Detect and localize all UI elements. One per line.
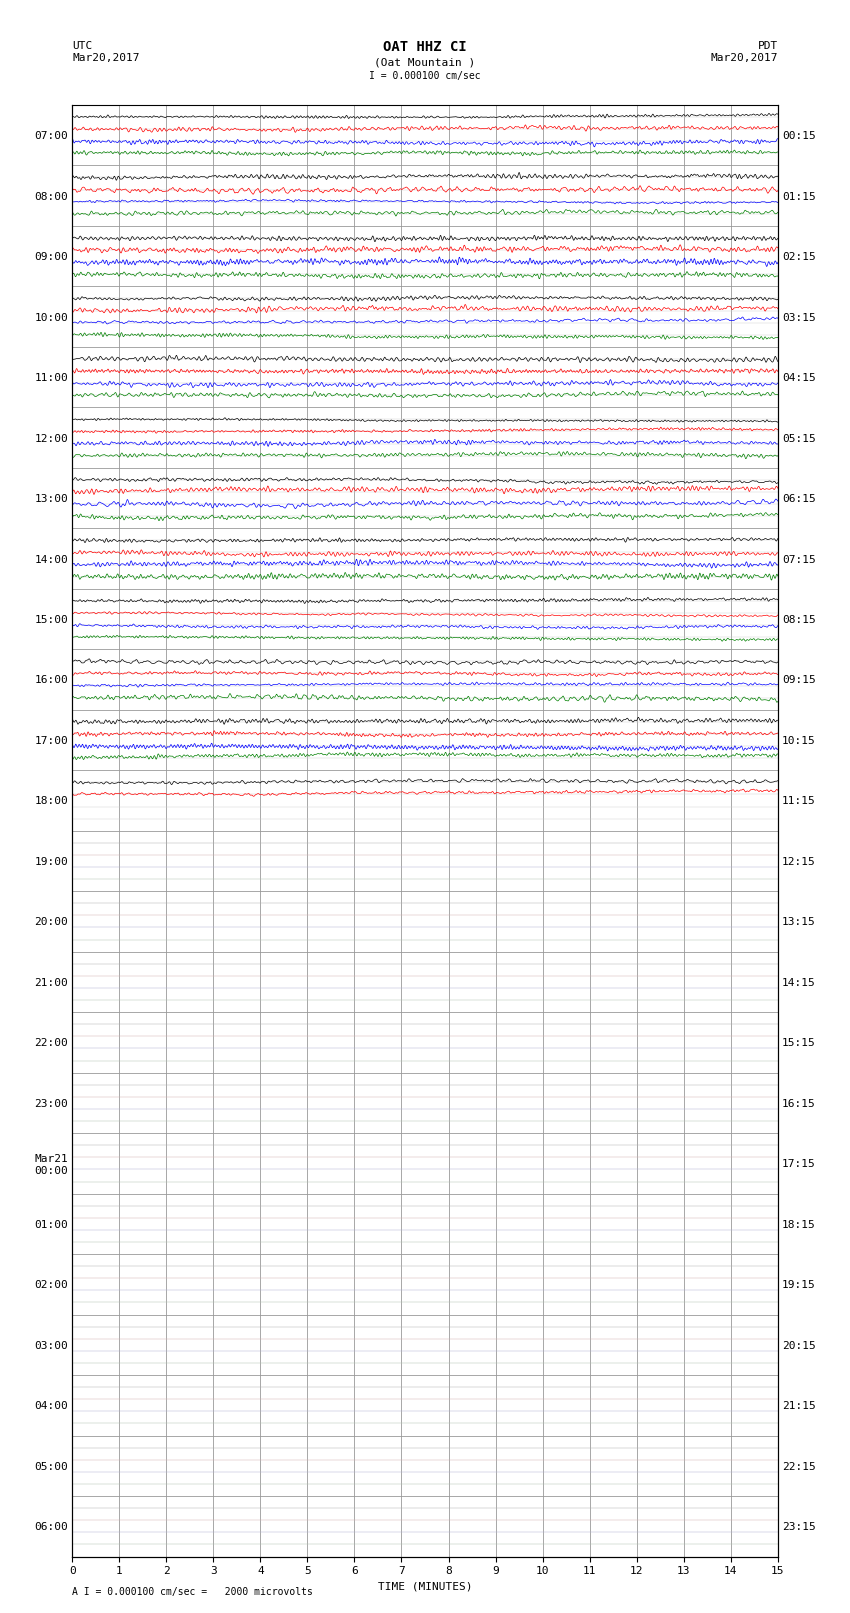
Text: OAT HHZ CI: OAT HHZ CI [383,40,467,53]
Text: A I = 0.000100 cm/sec =   2000 microvolts: A I = 0.000100 cm/sec = 2000 microvolts [72,1587,313,1597]
Text: (Oat Mountain ): (Oat Mountain ) [374,58,476,68]
Text: Mar20,2017: Mar20,2017 [711,53,778,63]
X-axis label: TIME (MINUTES): TIME (MINUTES) [377,1582,473,1592]
Text: PDT: PDT [757,40,778,50]
Text: UTC: UTC [72,40,93,50]
Text: Mar20,2017: Mar20,2017 [72,53,139,63]
Text: I = 0.000100 cm/sec: I = 0.000100 cm/sec [369,71,481,81]
